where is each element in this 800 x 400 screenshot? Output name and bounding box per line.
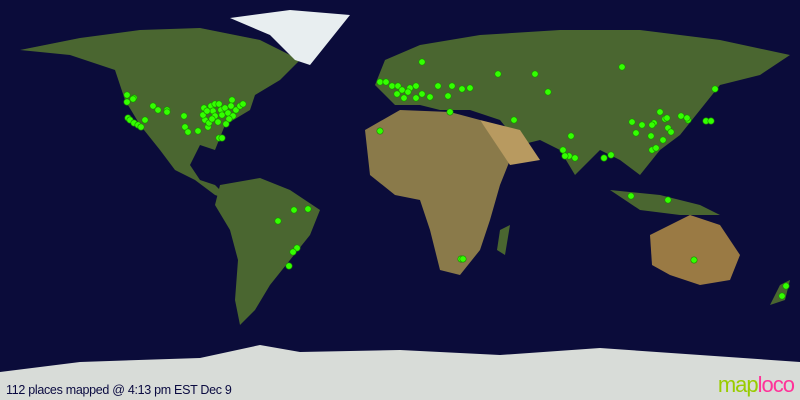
place-marker[interactable] (180, 112, 188, 120)
place-marker[interactable] (466, 84, 474, 92)
place-marker[interactable] (459, 255, 467, 263)
place-marker[interactable] (434, 82, 442, 90)
place-marker[interactable] (664, 196, 672, 204)
place-marker[interactable] (659, 136, 667, 144)
greenland (230, 10, 350, 65)
australia (650, 215, 740, 285)
place-marker[interactable] (393, 90, 401, 98)
place-marker[interactable] (561, 152, 569, 160)
place-marker[interactable] (628, 118, 636, 126)
place-marker[interactable] (184, 128, 192, 136)
place-marker[interactable] (228, 96, 236, 104)
africa (365, 110, 510, 275)
place-marker[interactable] (446, 108, 454, 116)
place-marker[interactable] (494, 70, 502, 78)
place-marker[interactable] (707, 117, 715, 125)
place-marker[interactable] (510, 116, 518, 124)
place-marker[interactable] (376, 78, 384, 86)
indonesia (610, 190, 720, 215)
place-marker[interactable] (141, 116, 149, 124)
place-marker[interactable] (412, 94, 420, 102)
place-marker[interactable] (382, 78, 390, 86)
place-marker[interactable] (778, 292, 786, 300)
place-marker[interactable] (218, 134, 226, 142)
place-marker[interactable] (227, 102, 235, 110)
place-marker[interactable] (711, 85, 719, 93)
place-marker[interactable] (638, 121, 646, 129)
place-marker[interactable] (239, 100, 247, 108)
place-marker[interactable] (129, 95, 137, 103)
place-marker[interactable] (163, 108, 171, 116)
place-marker[interactable] (426, 93, 434, 101)
place-marker[interactable] (290, 206, 298, 214)
place-marker[interactable] (208, 115, 216, 123)
place-marker[interactable] (656, 108, 664, 116)
maploco-logo[interactable]: maploco (717, 372, 795, 398)
place-marker[interactable] (600, 154, 608, 162)
place-marker[interactable] (412, 82, 420, 90)
place-marker[interactable] (571, 154, 579, 162)
place-marker[interactable] (214, 118, 222, 126)
logo-loco-text: loco (757, 372, 795, 397)
place-marker[interactable] (458, 85, 466, 93)
place-marker[interactable] (285, 262, 293, 270)
place-marker[interactable] (400, 94, 408, 102)
place-marker[interactable] (627, 192, 635, 200)
logo-map-text: map (717, 372, 759, 397)
place-marker[interactable] (647, 132, 655, 140)
place-marker[interactable] (404, 88, 412, 96)
place-marker[interactable] (137, 123, 145, 131)
place-marker[interactable] (782, 282, 790, 290)
place-marker[interactable] (194, 127, 202, 135)
south-america (215, 178, 320, 325)
place-marker[interactable] (149, 102, 157, 110)
europe-asia (375, 30, 790, 175)
place-marker[interactable] (218, 111, 226, 119)
madagascar (497, 225, 510, 255)
place-marker[interactable] (618, 63, 626, 71)
north-america (20, 28, 300, 200)
arabia (480, 120, 540, 165)
place-marker[interactable] (559, 146, 567, 154)
place-marker[interactable] (418, 58, 426, 66)
place-markers (123, 58, 790, 300)
place-marker[interactable] (274, 217, 282, 225)
place-marker[interactable] (388, 82, 396, 90)
place-marker[interactable] (607, 151, 615, 159)
place-marker[interactable] (376, 127, 384, 135)
place-marker[interactable] (222, 120, 230, 128)
place-marker[interactable] (123, 98, 131, 106)
place-marker[interactable] (531, 70, 539, 78)
place-marker[interactable] (203, 107, 211, 115)
antarctica (0, 345, 800, 400)
place-marker[interactable] (683, 114, 691, 122)
place-marker[interactable] (652, 144, 660, 152)
place-marker[interactable] (154, 106, 162, 114)
place-marker[interactable] (663, 114, 671, 122)
place-marker[interactable] (123, 91, 131, 99)
place-marker[interactable] (215, 100, 223, 108)
place-marker[interactable] (289, 248, 297, 256)
place-marker[interactable] (444, 92, 452, 100)
place-marker[interactable] (418, 90, 426, 98)
place-marker[interactable] (304, 205, 312, 213)
place-marker[interactable] (632, 129, 640, 137)
places-mapped-caption: 112 places mapped @ 4:13 pm EST Dec 9 (6, 383, 232, 397)
place-marker[interactable] (448, 82, 456, 90)
continents (0, 10, 800, 400)
place-marker[interactable] (677, 112, 685, 120)
place-marker[interactable] (667, 128, 675, 136)
place-marker[interactable] (544, 88, 552, 96)
place-marker[interactable] (648, 121, 656, 129)
place-marker[interactable] (567, 132, 575, 140)
place-marker[interactable] (690, 256, 698, 264)
